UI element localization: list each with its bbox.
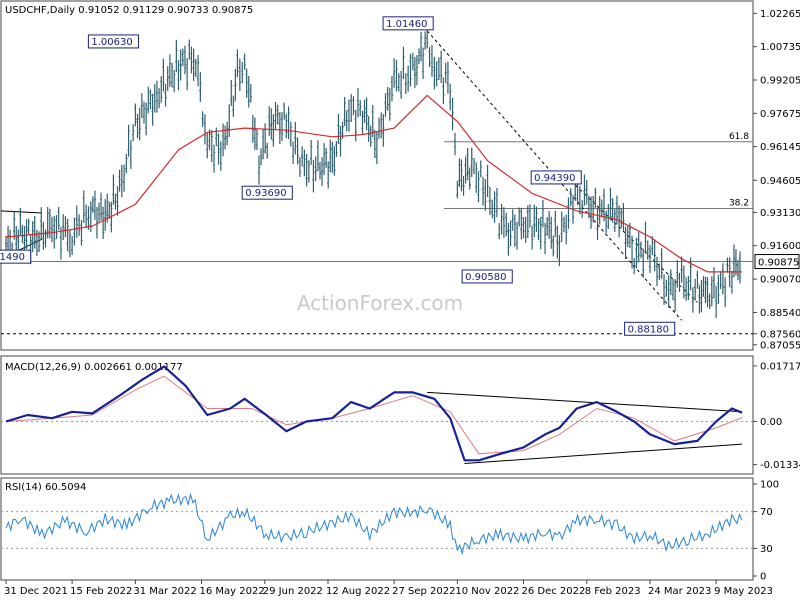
price-annotation-label: 1.01460 — [386, 19, 427, 30]
x-tick-label: 16 May 2022 — [200, 586, 265, 597]
price-annotation-box — [461, 269, 513, 284]
price-annotation-box — [241, 185, 293, 200]
macd-label: MACD(12,26,9) 0.002661 0.001177 — [5, 362, 183, 373]
moving-average-line — [5, 94, 742, 273]
x-tick-label: 31 Mar 2022 — [133, 586, 196, 597]
rsi-lines — [1, 492, 753, 556]
macd-signal-line — [5, 375, 743, 455]
price-annotation-box — [87, 34, 139, 49]
rsi-y-tick-label: 30 — [760, 544, 773, 555]
rsi-label: RSI(14) 60.5094 — [5, 482, 86, 493]
fib-level-label: 38.2 — [729, 198, 749, 208]
price-annotation-box — [382, 16, 434, 31]
rsi-panel-frame — [0, 477, 754, 581]
macd-trendline — [464, 443, 743, 465]
macd-trendline — [427, 391, 743, 413]
main-y-tick-label: 0.87560 — [760, 329, 800, 340]
macd-main-line — [5, 365, 743, 462]
rsi-y-tick-label: 0 — [760, 572, 766, 583]
x-tick-label: 9 May 2023 — [714, 586, 773, 597]
price-annotation-box — [0, 249, 32, 264]
x-tick-label: 15 Feb 2022 — [70, 586, 132, 597]
price-annotation-label: 1.00630 — [91, 37, 132, 48]
rsi-line — [5, 492, 743, 556]
x-axis: 31 Dec 2021 15 Feb 2022 31 Mar 2022 16 May … — [4, 580, 773, 597]
price-series — [4, 21, 742, 318]
main-y-tick-label: 0.87055 — [760, 340, 800, 351]
main-y-tick-label: 0.88540 — [760, 308, 800, 319]
main-y-axis: 1.02265 1.00735 0.99205 0.97675 0.96145 0.946… — [753, 9, 800, 351]
x-tick-label: 24 Mar 2023 — [648, 586, 711, 597]
x-tick-label: 31 Dec 2021 — [4, 586, 68, 597]
fib-level-label: 61.8 — [729, 132, 749, 142]
macd-lines — [1, 365, 753, 465]
main-y-tick-label: 0.90070 — [760, 275, 800, 286]
main-y-tick-label: 0.97675 — [760, 109, 800, 120]
main-y-tick-label: 1.00735 — [760, 42, 800, 53]
macd-panel-frame — [0, 355, 754, 475]
main-y-tick-label: 0.96145 — [760, 142, 800, 153]
current-price-label: 0.90875 — [758, 258, 799, 269]
main-y-tick-label: 0.94605 — [760, 176, 800, 187]
x-tick-label: 27 Sep 2022 — [392, 586, 455, 597]
price-annotation-box — [624, 321, 676, 336]
annotations: 1.00630 1.01460 0.93690 0.91490 0.94390 0.905… — [0, 16, 676, 336]
price-annotation-label: 0.94390 — [534, 173, 575, 184]
rsi-y-tick-label: 100 — [760, 480, 779, 491]
current-price-box — [754, 254, 800, 270]
main-y-tick-label: 1.02265 — [760, 9, 800, 20]
main-y-tick-label: 0.99205 — [760, 75, 800, 86]
macd-y-tick-label: 0.00 — [760, 417, 782, 428]
price-annotation-label: 0.91490 — [0, 252, 25, 263]
x-tick-label: 10 Nov 2022 — [455, 586, 519, 597]
rsi-y-axis: 100 70 30 0 — [753, 480, 779, 583]
rsi-y-tick-label: 70 — [760, 507, 773, 518]
macd-panel: MACD(12,26,9) 0.002661 0.001177 0.017176… — [0, 355, 800, 475]
price-annotation-label: 0.88180 — [628, 324, 669, 335]
price-annotation-label: 0.90580 — [465, 272, 506, 283]
macd-y-tick-label: 0.017176 — [760, 361, 800, 372]
x-tick-label: 12 Aug 2022 — [326, 586, 390, 597]
main-panel-title: USDCHF,Daily 0.91052 0.91129 0.90733 0.9… — [5, 5, 253, 16]
watermark: ActionForex.com — [297, 291, 463, 315]
main-y-tick-label: 0.91600 — [760, 241, 800, 252]
main-y-tick-label: 0.93130 — [760, 208, 800, 219]
x-tick-label: 26 Dec 2022 — [522, 586, 586, 597]
macd-y-tick-label: -0.01334 — [760, 460, 800, 471]
price-annotation-box — [530, 170, 582, 185]
macd-y-axis: 0.017176 0.00 -0.01334 — [753, 361, 800, 471]
wedge-top-line — [0, 210, 42, 214]
price-annotation-label: 0.93690 — [245, 188, 286, 199]
main-panel-frame — [0, 0, 754, 351]
x-tick-label: 8 Feb 2023 — [585, 586, 641, 597]
moving-average — [5, 94, 742, 273]
main-panel: USDCHF,Daily 0.91052 0.91129 0.90733 0.9… — [0, 0, 800, 351]
rsi-panel: RSI(14) 60.5094 100 70 30 0 — [0, 477, 779, 583]
x-tick-label: 29 Jun 2022 — [263, 586, 323, 597]
